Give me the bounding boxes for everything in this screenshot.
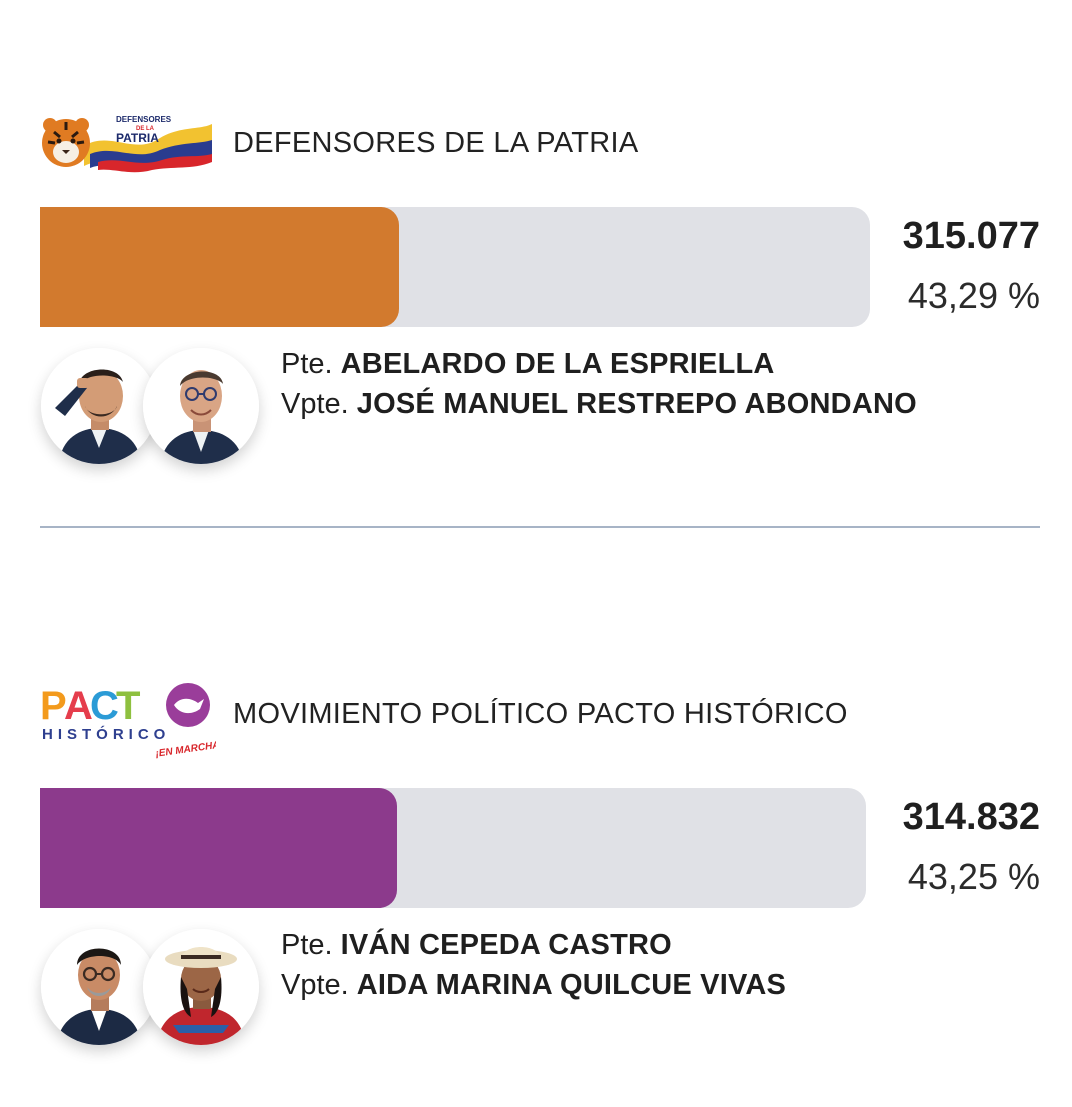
man-saluting-portrait-icon: [41, 348, 157, 464]
svg-text:PATRIA: PATRIA: [116, 131, 159, 145]
svg-text:HISTÓRICO: HISTÓRICO: [42, 725, 170, 743]
vice-president-line: Vpte. JOSÉ MANUEL RESTREPO ABONDANO: [281, 388, 917, 421]
vice-president-name: AIDA MARINA QUILCUE VIVAS: [356, 969, 787, 1001]
candidate-card: DEFENSORES DE LA PATRIA DEFENSORES DE LA…: [40, 0, 1040, 520]
svg-text:T: T: [116, 684, 140, 728]
vice-president-name: JOSÉ MANUEL RESTREPO ABONDANO: [356, 388, 917, 420]
results-bar-row: 315.077 43,29 %: [40, 207, 1040, 327]
president-line: Pte. IVÁN CEPEDA CASTRO: [281, 929, 672, 962]
vice-president-line: Vpte. AIDA MARINA QUILCUE VIVAS: [281, 969, 786, 1002]
party-header: DEFENSORES DE LA PATRIA DEFENSORES DE LA…: [40, 108, 1040, 178]
svg-text:A: A: [64, 684, 92, 728]
vote-percent: 43,25 %: [907, 856, 1040, 897]
president-name: IVÁN CEPEDA CASTRO: [340, 929, 672, 961]
party-logo-defensores: DEFENSORES DE LA PATRIA: [40, 108, 216, 178]
party-name: MOVIMIENTO POLÍTICO PACTO HISTÓRICO: [233, 698, 848, 730]
results-bar-fill: [40, 788, 398, 908]
party-header: P A C T HISTÓRICO ¡EN MARCHA! MOVIMIENTO…: [40, 683, 1040, 760]
results-bar-fill: [40, 207, 400, 327]
svg-text:P: P: [40, 684, 66, 728]
results-bar-track: [40, 207, 870, 327]
man-with-glasses-portrait-icon: [41, 929, 157, 1045]
party-logo-pacto-historico: P A C T HISTÓRICO ¡EN MARCHA!: [40, 683, 224, 760]
president-role: Pte.: [281, 348, 333, 380]
president-name: ABELARDO DE LA ESPRIELLA: [340, 348, 775, 380]
president-line: Pte. ABELARDO DE LA ESPRIELLA: [281, 348, 775, 381]
svg-text:C: C: [90, 684, 118, 728]
woman-with-hat-portrait-icon: [143, 929, 259, 1045]
results-bar-track: [40, 788, 866, 908]
results-bar-row: 314.832 43,25 %: [40, 788, 1040, 908]
vice-president-role: Vpte.: [281, 388, 349, 420]
svg-text:DEFENSORES: DEFENSORES: [116, 115, 172, 124]
president-avatar: [41, 929, 157, 1045]
vice-president-avatar: [143, 929, 259, 1045]
vice-president-role: Vpte.: [281, 969, 349, 1001]
svg-text:DE LA: DE LA: [136, 126, 155, 132]
president-avatar: [41, 348, 157, 464]
vice-president-avatar: [143, 348, 259, 464]
candidate-card: P A C T HISTÓRICO ¡EN MARCHA! MOVIMIENTO…: [40, 580, 1040, 1100]
vote-count: 314.832: [902, 796, 1040, 838]
section-divider: [40, 526, 1040, 528]
vote-count: 315.077: [902, 215, 1040, 257]
vote-percent: 43,29 %: [907, 275, 1040, 316]
man-with-glasses-portrait-icon: [143, 348, 259, 464]
party-name: DEFENSORES DE LA PATRIA: [233, 127, 639, 159]
president-role: Pte.: [281, 929, 333, 961]
